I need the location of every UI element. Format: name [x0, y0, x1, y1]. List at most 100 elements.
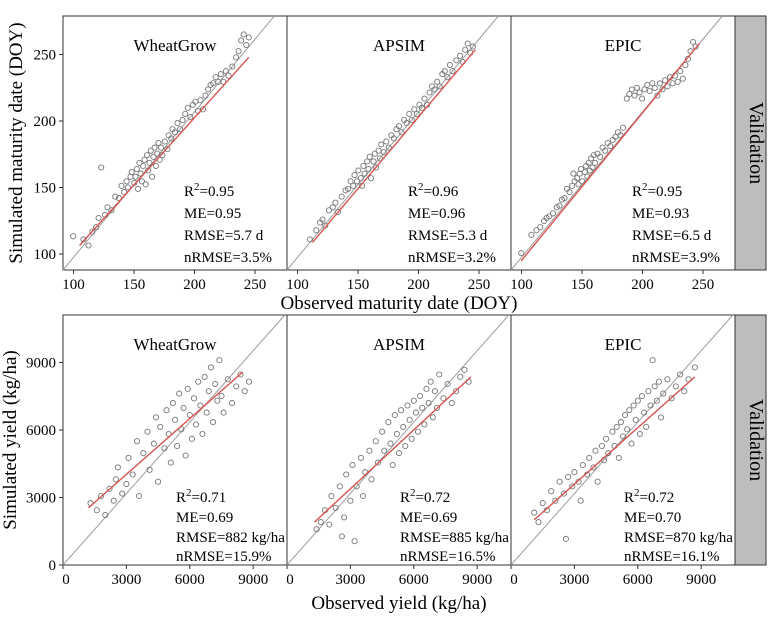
- data-point: [383, 138, 390, 145]
- identity-line-maturity-apsim: [286, 15, 499, 271]
- y-axis-yield: 0 3000 6000 9000: [26, 356, 63, 574]
- data-point: [552, 497, 559, 504]
- stats-yield-wheatgrow: R2=0.71 ME=0.69 RMSE=882 kg/ha nRMSE=15.…: [176, 487, 285, 565]
- data-point: [241, 388, 248, 395]
- stat-r2: R2=0.96: [408, 181, 459, 200]
- data-point: [385, 419, 392, 426]
- data-point: [93, 507, 100, 514]
- data-point: [171, 129, 179, 136]
- stat-r2: R2=0.72: [624, 487, 674, 506]
- data-point: [245, 378, 253, 385]
- data-point: [664, 376, 671, 383]
- data-point: [575, 181, 582, 188]
- data-point: [651, 84, 658, 91]
- data-point: [70, 233, 77, 240]
- data-point: [106, 485, 113, 492]
- data-point: [411, 106, 418, 113]
- identity-line-yield-apsim: [286, 314, 510, 566]
- data-point: [412, 409, 419, 416]
- data-point: [140, 450, 147, 457]
- data-point: [423, 385, 430, 392]
- data-point: [229, 400, 236, 407]
- x-tick-label: 250: [468, 277, 491, 293]
- data-point: [560, 490, 567, 497]
- data-point: [142, 181, 149, 188]
- data-point: [419, 404, 426, 411]
- data-point: [402, 442, 409, 450]
- data-point: [174, 442, 181, 450]
- data-point: [136, 492, 143, 500]
- data-point: [129, 471, 136, 478]
- data-point: [217, 71, 224, 78]
- data-point: [353, 178, 361, 185]
- x-tick-label: 100: [286, 277, 309, 293]
- data-point: [203, 409, 210, 416]
- data-point: [338, 533, 345, 540]
- stats-maturity-wheatgrow: R2=0.95 ME=0.95 RMSE=5.7 d nRMSE=3.5%: [184, 181, 272, 266]
- x-axis-yield: 0 3000 6000 9000 0 3000 6000 9000 0 3000…: [62, 565, 716, 588]
- data-point: [121, 188, 128, 196]
- panel-title-yield-wheatgrow: WheatGrow: [133, 335, 217, 354]
- data-point: [143, 152, 151, 159]
- data-point: [586, 454, 593, 461]
- data-point: [655, 378, 662, 385]
- data-point: [168, 135, 175, 142]
- data-point: [636, 430, 643, 438]
- data-point: [313, 227, 320, 234]
- points-yield-apsim: [286, 314, 510, 566]
- identity-line-maturity-wheatgrow: [62, 15, 275, 271]
- data-point: [97, 492, 105, 500]
- points-yield-epic: [510, 314, 734, 566]
- stat-nrmse: nRMSE=3.9%: [632, 250, 720, 266]
- data-point: [177, 126, 184, 133]
- fit-line-maturity-epic: [520, 43, 700, 262]
- data-point: [328, 492, 335, 500]
- x-tick-label: 0: [286, 572, 294, 588]
- fit-line-yield-apsim: [313, 376, 472, 523]
- stat-nrmse: nRMSE=15.9%: [176, 549, 272, 565]
- fit-line-maturity-wheatgrow: [79, 56, 250, 246]
- row-yield: Validation WheatGrow APSIM EPIC R2=0.71 …: [0, 314, 767, 614]
- stat-me: ME=0.96: [408, 206, 466, 222]
- data-point: [209, 419, 217, 426]
- data-point: [615, 454, 622, 461]
- data-point: [626, 407, 633, 414]
- data-point: [391, 411, 398, 419]
- data-point: [619, 433, 627, 440]
- data-point: [643, 423, 650, 430]
- points-maturity-apsim: [286, 15, 499, 271]
- data-point: [674, 78, 681, 85]
- data-point: [646, 87, 653, 95]
- stat-rmse: RMSE=870 kg/ha: [624, 530, 733, 546]
- data-point: [528, 231, 535, 238]
- data-point: [429, 414, 436, 421]
- data-point: [123, 178, 130, 185]
- data-point: [657, 414, 665, 421]
- data-point: [622, 411, 629, 419]
- data-point: [212, 380, 219, 388]
- data-point: [403, 120, 410, 127]
- y-tick-label: 250: [34, 48, 57, 64]
- x-axis-maturity: 100 150 200 250 100 150 200 250 100 150 …: [62, 270, 714, 293]
- data-point: [431, 388, 438, 395]
- data-point: [607, 143, 614, 150]
- points-maturity-wheatgrow: [62, 15, 275, 271]
- data-point: [410, 397, 417, 404]
- stat-nrmse: nRMSE=16.5%: [400, 549, 496, 565]
- panel-title-maturity-wheatgrow: WheatGrow: [133, 36, 217, 55]
- data-point: [679, 75, 686, 82]
- data-point: [136, 159, 143, 166]
- data-point: [631, 92, 638, 99]
- y-axis-title-maturity: Simulated maturity date (DOY): [6, 22, 27, 263]
- data-point: [413, 110, 420, 117]
- data-point: [393, 430, 400, 438]
- data-point: [332, 504, 339, 511]
- data-point: [636, 89, 643, 96]
- points-maturity-epic: [510, 15, 723, 271]
- data-point: [372, 438, 379, 445]
- strip-label-yield: Validation: [745, 399, 767, 481]
- data-point: [448, 400, 455, 407]
- stat-me: ME=0.95: [184, 206, 241, 222]
- data-point: [426, 89, 433, 96]
- data-point: [193, 421, 200, 428]
